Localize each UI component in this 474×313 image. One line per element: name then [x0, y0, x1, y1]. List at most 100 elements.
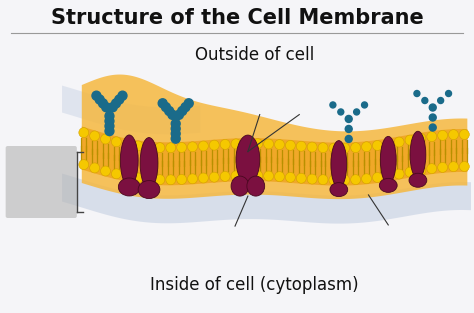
Ellipse shape [331, 141, 347, 187]
Circle shape [264, 139, 273, 149]
Circle shape [168, 110, 177, 119]
Circle shape [111, 99, 120, 108]
Circle shape [111, 169, 121, 179]
Polygon shape [62, 174, 474, 223]
Circle shape [171, 129, 180, 138]
Circle shape [416, 165, 426, 175]
FancyBboxPatch shape [6, 146, 77, 218]
Circle shape [307, 174, 317, 184]
Circle shape [253, 139, 263, 149]
Circle shape [329, 175, 339, 185]
Circle shape [274, 172, 284, 182]
Circle shape [438, 131, 447, 141]
Circle shape [427, 164, 437, 174]
Circle shape [210, 140, 219, 150]
Circle shape [362, 142, 372, 152]
Circle shape [178, 106, 187, 115]
Ellipse shape [247, 176, 264, 196]
Circle shape [318, 143, 328, 153]
Circle shape [373, 141, 383, 151]
Circle shape [118, 91, 127, 100]
Circle shape [165, 106, 173, 115]
Circle shape [171, 119, 180, 128]
Circle shape [296, 173, 306, 183]
Circle shape [448, 162, 458, 172]
Circle shape [174, 110, 183, 119]
Circle shape [242, 139, 252, 149]
Circle shape [199, 173, 209, 183]
Circle shape [414, 90, 420, 96]
Circle shape [220, 139, 230, 149]
Circle shape [383, 171, 393, 181]
Circle shape [177, 142, 187, 152]
Circle shape [210, 172, 219, 182]
Text: Outside of cell: Outside of cell [195, 46, 314, 64]
Circle shape [345, 115, 352, 122]
Circle shape [354, 109, 360, 115]
Circle shape [338, 109, 344, 115]
Circle shape [362, 174, 372, 184]
Circle shape [162, 103, 170, 112]
Circle shape [351, 143, 361, 153]
Ellipse shape [409, 173, 427, 187]
Circle shape [199, 141, 209, 151]
Circle shape [171, 124, 180, 133]
Circle shape [362, 102, 367, 108]
Circle shape [429, 104, 436, 111]
Circle shape [105, 121, 114, 131]
Circle shape [188, 142, 198, 152]
Circle shape [105, 116, 114, 126]
Circle shape [340, 175, 350, 185]
Circle shape [133, 173, 143, 183]
Circle shape [108, 103, 117, 112]
Circle shape [438, 162, 447, 172]
Ellipse shape [231, 176, 249, 196]
Circle shape [155, 143, 165, 153]
Circle shape [155, 175, 165, 185]
Ellipse shape [410, 131, 426, 178]
Circle shape [242, 171, 252, 181]
Circle shape [79, 160, 89, 170]
Ellipse shape [138, 181, 160, 198]
Circle shape [429, 114, 436, 121]
Polygon shape [82, 74, 467, 199]
Circle shape [105, 126, 114, 136]
Circle shape [99, 99, 108, 108]
Circle shape [340, 143, 350, 153]
Circle shape [90, 163, 100, 173]
Circle shape [177, 174, 187, 184]
Circle shape [422, 98, 428, 104]
Ellipse shape [379, 178, 397, 192]
Circle shape [100, 134, 110, 144]
Circle shape [90, 131, 100, 141]
Ellipse shape [140, 138, 158, 188]
Circle shape [100, 166, 110, 176]
Circle shape [416, 133, 426, 143]
Ellipse shape [330, 182, 348, 197]
Circle shape [459, 162, 469, 172]
Circle shape [446, 90, 452, 96]
Circle shape [181, 103, 190, 112]
Circle shape [318, 175, 328, 185]
Circle shape [111, 137, 121, 147]
Circle shape [122, 171, 132, 181]
Circle shape [383, 139, 393, 149]
Text: Inside of cell (cytoplasm): Inside of cell (cytoplasm) [150, 276, 359, 294]
Circle shape [438, 98, 444, 104]
Circle shape [166, 143, 176, 153]
Ellipse shape [120, 135, 138, 186]
Circle shape [79, 128, 89, 138]
Circle shape [429, 124, 436, 131]
Circle shape [351, 175, 361, 185]
Circle shape [253, 171, 263, 181]
Circle shape [329, 143, 339, 153]
Circle shape [307, 142, 317, 152]
Polygon shape [62, 85, 201, 134]
Text: Structure of the Cell Membrane: Structure of the Cell Membrane [51, 8, 423, 28]
Circle shape [345, 126, 352, 132]
Circle shape [188, 174, 198, 184]
Circle shape [285, 172, 295, 182]
Circle shape [285, 141, 295, 150]
Circle shape [144, 142, 154, 152]
Circle shape [171, 134, 180, 143]
